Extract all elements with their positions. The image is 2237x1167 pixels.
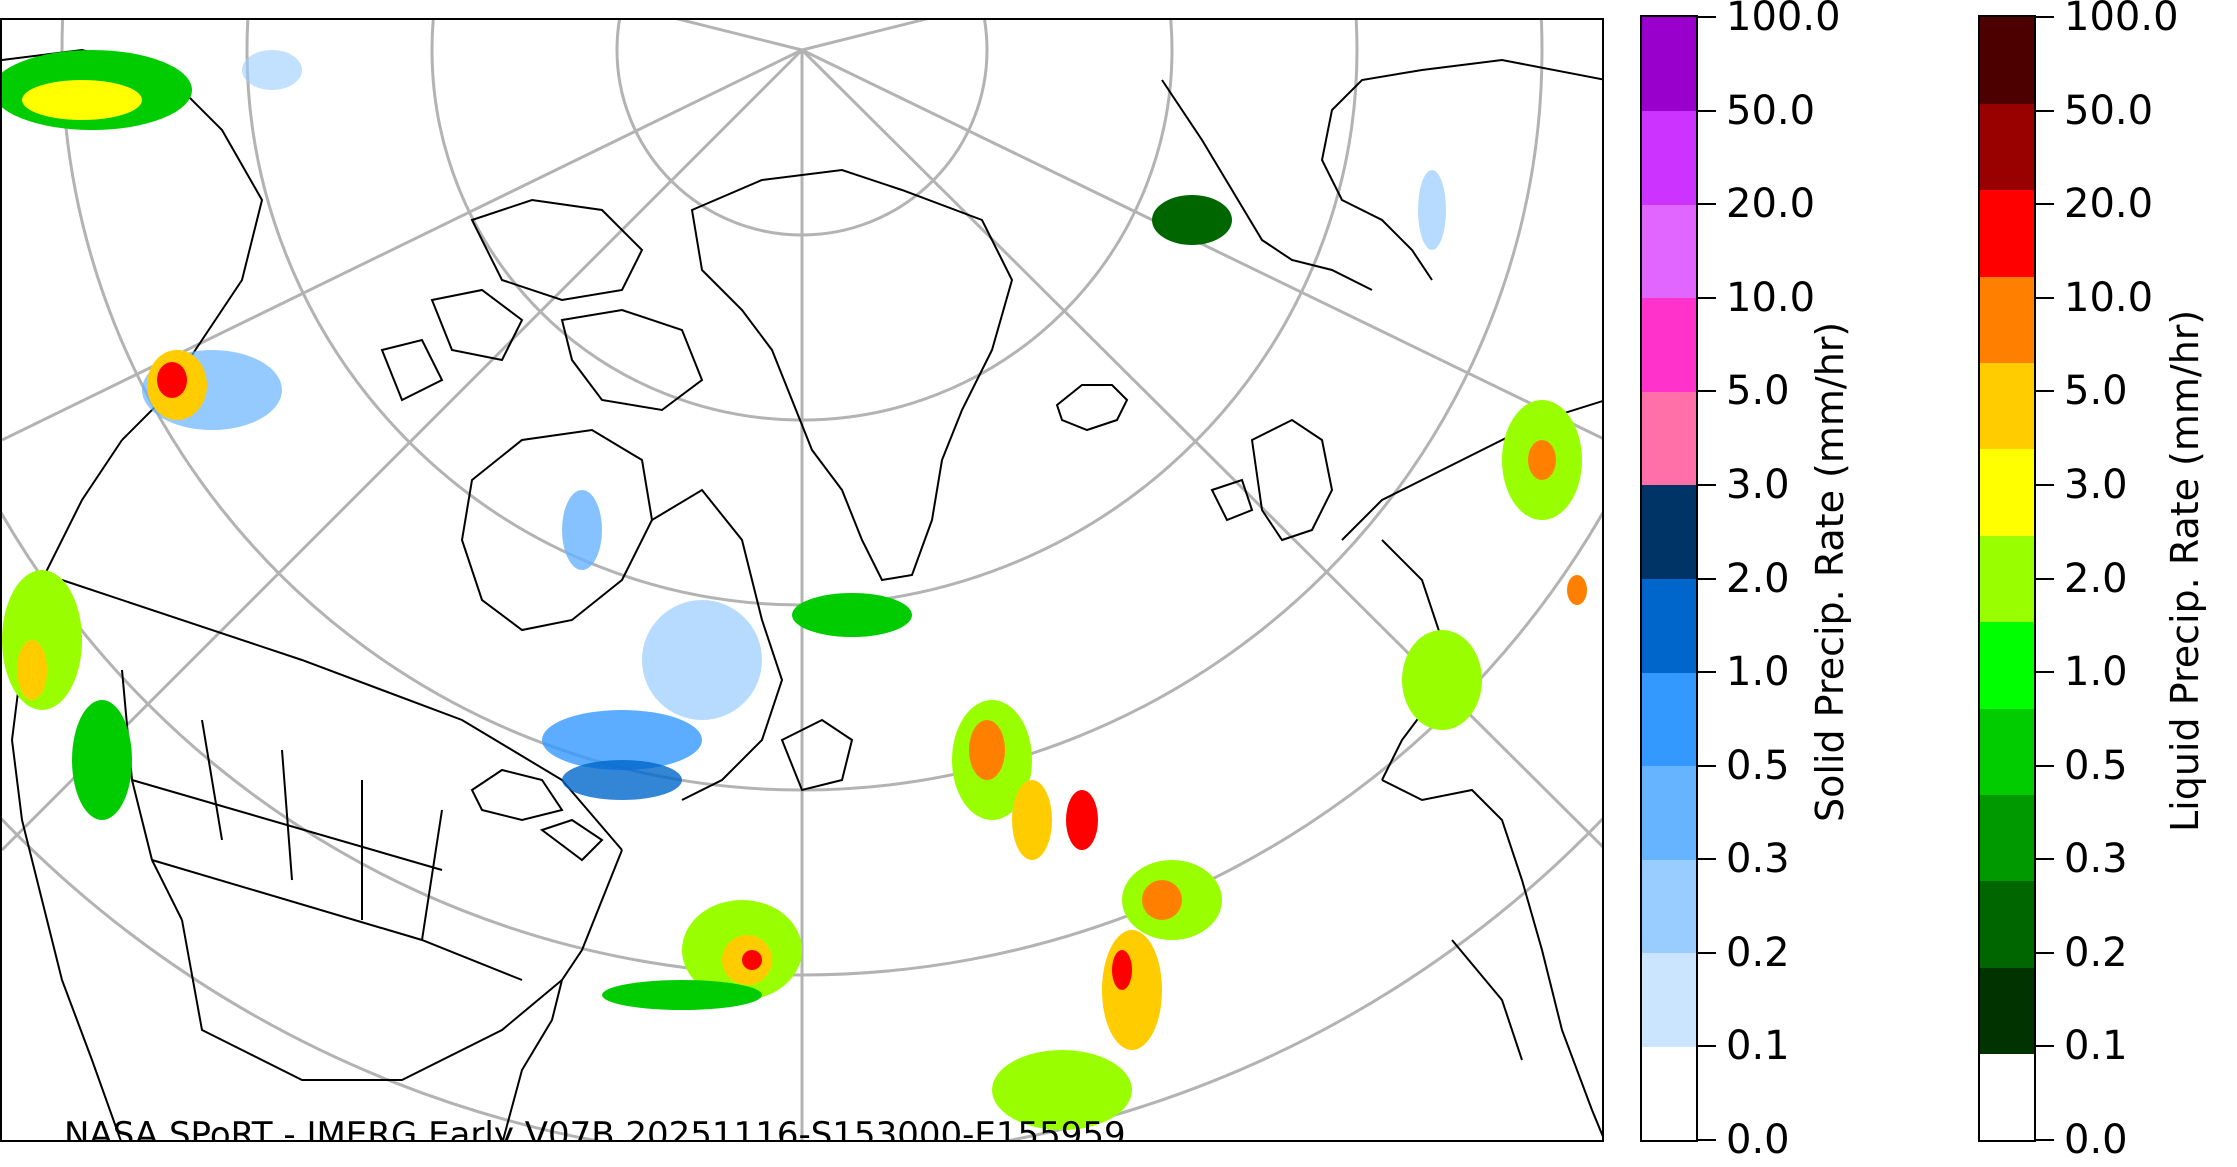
solid-colorbar-tick-label: 1.0 <box>1726 649 1790 696</box>
liquid-colorbar-tick-label: 0.0 <box>2064 1117 2128 1163</box>
liquid-colorbar-tick <box>2036 577 2054 580</box>
solid-colorbar-tick <box>1698 858 1716 861</box>
liquid-colorbar-tick <box>2036 16 2054 18</box>
solid-precip-areas <box>142 50 1446 800</box>
liquid-colorbar-tick-label: 10.0 <box>2064 274 2154 321</box>
liquid-colorbar-tick <box>2036 671 2054 674</box>
liquid-colorbar-tick <box>2036 109 2054 112</box>
solid-colorbar-tick-label: 0.0 <box>1726 1117 1790 1163</box>
liquid-colorbar-tick <box>2036 1139 2054 1141</box>
liquid-colorbar-tick <box>2036 764 2054 767</box>
liquid-colorbar-segment <box>1980 708 2034 795</box>
solid-colorbar-tick <box>1698 16 1716 18</box>
solid-colorbar-segment <box>1642 672 1696 767</box>
liquid-colorbar-segment <box>1980 535 2034 623</box>
solid-colorbar-tick-label: 3.0 <box>1726 461 1790 508</box>
solid-colorbar-segment <box>1642 765 1696 860</box>
solid-colorbar-segment <box>1642 391 1696 486</box>
liquid-colorbar-tick-label: 20.0 <box>2064 181 2154 228</box>
solid-colorbar-tick-label: 20.0 <box>1726 181 1816 228</box>
solid-colorbar-tick <box>1698 1139 1716 1141</box>
liquid-colorbar-tick <box>2036 203 2054 206</box>
solid-colorbar-tick-label: 5.0 <box>1726 368 1790 415</box>
solid-colorbar-tick <box>1698 577 1716 580</box>
liquid-colorbar-tick <box>2036 951 2054 954</box>
solid-colorbar-tick <box>1698 203 1716 206</box>
solid-precip-colorbar <box>1640 15 1698 1142</box>
solid-colorbar-tick-label: 0.5 <box>1726 742 1790 789</box>
liquid-colorbar-segment <box>1980 362 2034 450</box>
solid-colorbar-tick-label: 2.0 <box>1726 555 1790 602</box>
solid-colorbar-label: Solid Precip. Rate (mm/hr) <box>1808 321 1852 822</box>
liquid-precip-areas <box>2 50 1587 1130</box>
liquid-colorbar-tick-label: 0.3 <box>2064 836 2128 883</box>
solid-colorbar-tick-label: 0.1 <box>1726 1023 1790 1070</box>
liquid-colorbar-tick-label: 5.0 <box>2064 368 2128 415</box>
coastlines <box>2 48 1602 1140</box>
solid-colorbar-tick <box>1698 1045 1716 1048</box>
solid-colorbar-tick <box>1698 296 1716 299</box>
precipitation-map[interactable]: NASA SPoRT - IMERG Early V07B 20251116-S… <box>0 18 1604 1142</box>
liquid-precip-colorbar <box>1978 15 2036 1142</box>
liquid-colorbar-tick <box>2036 390 2054 393</box>
solid-colorbar-tick <box>1698 764 1716 767</box>
map-canvas <box>2 20 1602 1140</box>
solid-colorbar-segment <box>1642 859 1696 954</box>
solid-colorbar-segment <box>1642 17 1696 112</box>
liquid-colorbar-tick-label: 0.5 <box>2064 742 2128 789</box>
liquid-colorbar-segment <box>1980 967 2034 1055</box>
liquid-colorbar-label: Liquid Precip. Rate (mm/hr) <box>2163 309 2207 832</box>
solid-colorbar-segment <box>1642 297 1696 392</box>
liquid-colorbar-tick-label: 50.0 <box>2064 87 2154 134</box>
liquid-colorbar-segment <box>1980 880 2034 968</box>
liquid-colorbar-segment <box>1980 103 2034 191</box>
solid-colorbar-tick-label: 0.2 <box>1726 929 1790 976</box>
liquid-colorbar-tick-label: 2.0 <box>2064 555 2128 602</box>
liquid-colorbar-tick-label: 0.1 <box>2064 1023 2128 1070</box>
solid-colorbar-segment <box>1642 204 1696 299</box>
liquid-colorbar-segment <box>1980 17 2034 104</box>
liquid-colorbar-segment <box>1980 1053 2034 1141</box>
liquid-colorbar-tick <box>2036 1045 2054 1048</box>
liquid-colorbar-tick-label: 0.2 <box>2064 929 2128 976</box>
solid-colorbar-tick <box>1698 951 1716 954</box>
solid-colorbar-tick <box>1698 483 1716 486</box>
solid-colorbar-tick <box>1698 390 1716 393</box>
liquid-colorbar-tick <box>2036 296 2054 299</box>
solid-colorbar-tick-label: 10.0 <box>1726 274 1816 321</box>
solid-colorbar-tick <box>1698 671 1716 674</box>
graticule <box>2 20 1602 1140</box>
solid-colorbar-tick-label: 100.0 <box>1726 0 1841 40</box>
liquid-colorbar-tick-label: 100.0 <box>2064 0 2179 40</box>
solid-colorbar-tick-label: 50.0 <box>1726 87 1816 134</box>
liquid-colorbar-segment <box>1980 794 2034 882</box>
solid-colorbar-segment <box>1642 952 1696 1047</box>
liquid-colorbar-tick-label: 1.0 <box>2064 649 2128 696</box>
solid-colorbar-segment <box>1642 1046 1696 1141</box>
solid-colorbar-segment <box>1642 578 1696 673</box>
liquid-colorbar-tick-label: 3.0 <box>2064 461 2128 508</box>
liquid-colorbar-segment <box>1980 621 2034 709</box>
data-source-caption: NASA SPoRT - IMERG Early V07B 20251116-S… <box>64 1115 1126 1142</box>
liquid-colorbar-tick <box>2036 483 2054 486</box>
solid-colorbar-tick-label: 0.3 <box>1726 836 1790 883</box>
solid-colorbar-segment <box>1642 484 1696 579</box>
solid-colorbar-segment <box>1642 110 1696 205</box>
liquid-colorbar-segment <box>1980 448 2034 536</box>
solid-colorbar-tick <box>1698 109 1716 112</box>
liquid-colorbar-tick <box>2036 858 2054 861</box>
liquid-colorbar-segment <box>1980 276 2034 364</box>
liquid-colorbar-segment <box>1980 189 2034 277</box>
